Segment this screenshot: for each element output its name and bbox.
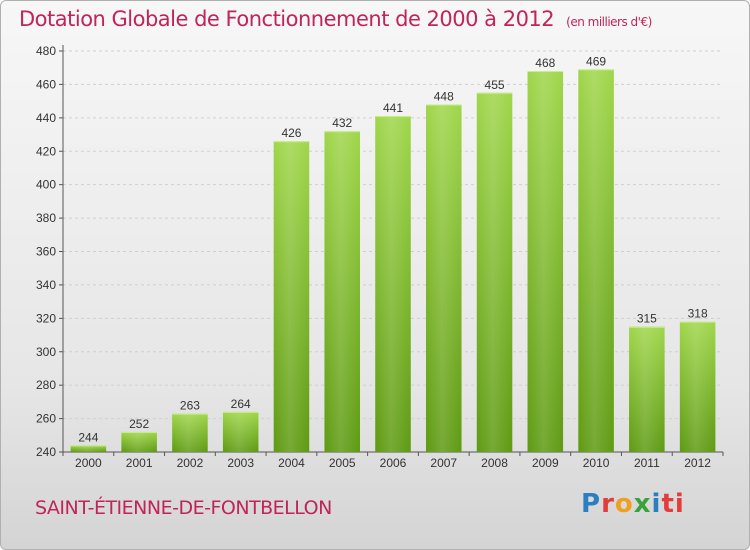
x-tick-label: 2007 bbox=[430, 456, 457, 470]
y-tick-label: 400 bbox=[36, 178, 56, 192]
bar-highlight bbox=[679, 321, 716, 452]
chart-title-text: Dotation Globale de Fonctionnement de 20… bbox=[19, 7, 555, 31]
x-tick-label: 2006 bbox=[380, 456, 407, 470]
value-label: 469 bbox=[586, 54, 606, 68]
bar-highlight bbox=[324, 131, 360, 452]
value-label: 426 bbox=[281, 126, 301, 140]
y-tick-label: 260 bbox=[36, 412, 56, 426]
value-label: 263 bbox=[180, 399, 200, 413]
y-tick-label: 300 bbox=[36, 345, 56, 359]
bar-highlight bbox=[222, 411, 259, 452]
value-label: 318 bbox=[688, 307, 708, 321]
x-tick-label: 2008 bbox=[481, 456, 508, 470]
bars bbox=[70, 69, 716, 453]
bar-highlight bbox=[273, 141, 310, 452]
value-label: 441 bbox=[383, 101, 403, 115]
x-tick-label: 2009 bbox=[532, 456, 559, 470]
y-tick-label: 360 bbox=[36, 245, 56, 259]
bar-highlight bbox=[578, 69, 614, 453]
x-tick-label: 2002 bbox=[177, 456, 204, 470]
x-tick-label: 2005 bbox=[329, 456, 356, 470]
value-label: 432 bbox=[332, 116, 352, 130]
value-label: 468 bbox=[535, 56, 555, 70]
value-label: 315 bbox=[637, 312, 657, 326]
value-label: 252 bbox=[129, 417, 149, 431]
x-tick-label: 2012 bbox=[684, 456, 711, 470]
x-tick-label: 2004 bbox=[278, 456, 305, 470]
chart-unit: (en milliers d'€) bbox=[566, 15, 652, 29]
bar-highlight bbox=[426, 104, 462, 452]
proxiti-logo: Proxiti bbox=[581, 489, 685, 519]
x-tick-label: 2001 bbox=[126, 456, 153, 470]
x-tick-labels: 2000 2001 2002 2003 2004 2005 2006 2007 2008 2009… bbox=[75, 456, 711, 470]
y-tick-label: 280 bbox=[36, 378, 56, 392]
x-tick-label: 2011 bbox=[634, 456, 660, 470]
logo-letter: o bbox=[614, 489, 634, 519]
y-tick-label: 340 bbox=[36, 278, 56, 292]
value-labels: 244 252 263 264 426 432 441 448 455 468 469 315 318 bbox=[78, 54, 708, 444]
bar-highlight bbox=[375, 116, 411, 452]
value-label: 264 bbox=[231, 397, 251, 411]
bar-highlight bbox=[172, 413, 208, 452]
bar-highlight bbox=[629, 326, 665, 452]
bar-highlight bbox=[121, 431, 157, 452]
x-tick-label: 2010 bbox=[583, 456, 610, 470]
x-tick-label: 2003 bbox=[227, 456, 254, 470]
logo-letter: i bbox=[651, 489, 662, 519]
logo-letter: P bbox=[581, 489, 602, 519]
value-label: 455 bbox=[485, 78, 505, 92]
y-tick-label: 480 bbox=[36, 44, 56, 58]
y-tick-label: 460 bbox=[36, 77, 56, 91]
logo-letter: r bbox=[601, 489, 615, 519]
chart-title: Dotation Globale de Fonctionnement de 20… bbox=[19, 7, 652, 31]
commune-name: SAINT-ÉTIENNE-DE-FONTBELLON bbox=[35, 497, 332, 519]
x-tick-label: 2000 bbox=[75, 456, 102, 470]
y-tick-labels: 240 260 280 300 320 340 360 380 400 420 440 460 480 bbox=[36, 44, 56, 459]
bar-highlight bbox=[476, 92, 513, 452]
y-tick-label: 440 bbox=[36, 111, 56, 125]
y-tick-label: 380 bbox=[36, 211, 56, 225]
bar-highlight bbox=[70, 445, 107, 452]
y-tick-label: 240 bbox=[36, 445, 56, 459]
y-tick-label: 320 bbox=[36, 311, 56, 325]
y-tick-label: 420 bbox=[36, 144, 56, 158]
bar-highlight bbox=[527, 71, 564, 453]
value-label: 448 bbox=[434, 89, 454, 103]
logo-letter: ti bbox=[661, 489, 685, 519]
value-label: 244 bbox=[78, 430, 98, 444]
logo-letter: x bbox=[633, 489, 652, 519]
